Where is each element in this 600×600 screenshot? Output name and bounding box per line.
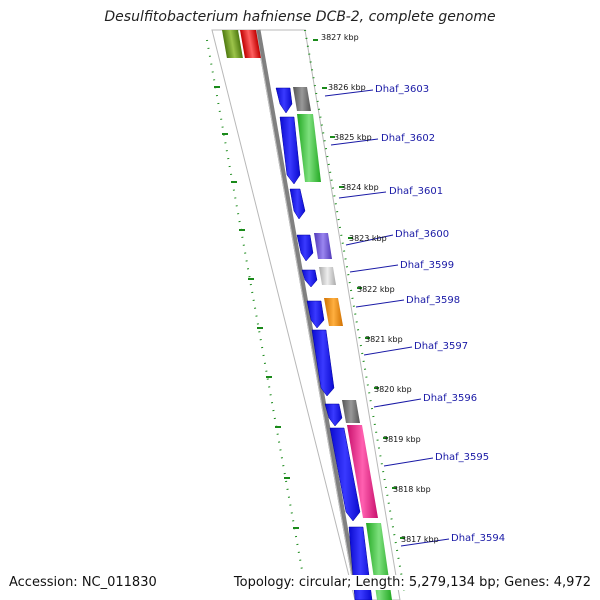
kbp-label: 3823 kbp [349, 234, 387, 243]
feature-pink-3595 [347, 425, 378, 518]
label-connectors [324, 89, 450, 547]
feature-gray-3603 [293, 87, 311, 111]
cds-arrow-3597 [311, 329, 335, 397]
kbp-label: 3826 kbp [328, 83, 366, 92]
feature-gray-3596 [342, 400, 360, 423]
kbp-label: 3821 kbp [365, 335, 403, 344]
tick-track [206, 29, 406, 596]
backbone [255, 29, 361, 600]
cds-arrow-3601 [289, 188, 306, 220]
gene-label-dhaf-3600[interactable]: Dhaf_3600 [395, 229, 449, 240]
gene-label-dhaf-3599[interactable]: Dhaf_3599 [400, 260, 454, 271]
feature-green-3602 [297, 114, 321, 182]
cds-arrow-3603 [275, 87, 293, 114]
feature-red [240, 30, 261, 58]
gene-label-dhaf-3597[interactable]: Dhaf_3597 [414, 341, 468, 352]
kbp-label: 3824 kbp [341, 183, 379, 192]
cds-arrow-3602 [279, 116, 301, 185]
gene-label-dhaf-3595[interactable]: Dhaf_3595 [435, 452, 489, 463]
kbp-label: 3819 kbp [383, 435, 421, 444]
gene-labels: Dhaf_3603 Dhaf_3602 Dhaf_3601 Dhaf_3600 … [375, 84, 505, 544]
cds-arrow-3596 [324, 403, 343, 427]
gene-label-dhaf-3601[interactable]: Dhaf_3601 [389, 186, 443, 197]
cds-arrow-3599 [301, 269, 318, 288]
gene-label-dhaf-3594[interactable]: Dhaf_3594 [451, 533, 505, 544]
cds-arrow-3598 [306, 300, 325, 329]
gene-label-dhaf-3603[interactable]: Dhaf_3603 [375, 84, 429, 95]
accession-text: Accession: NC_011830 [9, 575, 157, 590]
gene-label-dhaf-3602[interactable]: Dhaf_3602 [381, 133, 435, 144]
kbp-label: 3827 kbp [321, 33, 359, 42]
feature-purple-3600 [314, 233, 332, 259]
kbp-label: 3825 kbp [334, 133, 372, 142]
major-ticks [214, 39, 405, 539]
feature-olive [222, 30, 243, 58]
kbp-label: 3822 kbp [357, 285, 395, 294]
gene-label-dhaf-3596[interactable]: Dhaf_3596 [423, 393, 477, 404]
category-track [293, 87, 392, 600]
kbp-label: 3818 kbp [393, 485, 431, 494]
genome-summary: Topology: circular; Length: 5,279,134 bp… [233, 575, 591, 590]
feature-orange-3598 [324, 298, 343, 326]
kbp-label: 3820 kbp [374, 385, 412, 394]
feature-lightgray-3599 [319, 267, 336, 285]
gene-label-dhaf-3598[interactable]: Dhaf_3598 [406, 295, 460, 306]
kbp-label: 3817 kbp [401, 535, 439, 544]
kbp-labels: 3827 kbp 3826 kbp 3825 kbp 3824 kbp 3823… [321, 33, 439, 544]
cds-arrow-3595 [329, 427, 361, 522]
cds-arrow-3600 [296, 234, 314, 262]
map-title: Desulfitobacterium hafniense DCB-2, comp… [104, 9, 496, 25]
